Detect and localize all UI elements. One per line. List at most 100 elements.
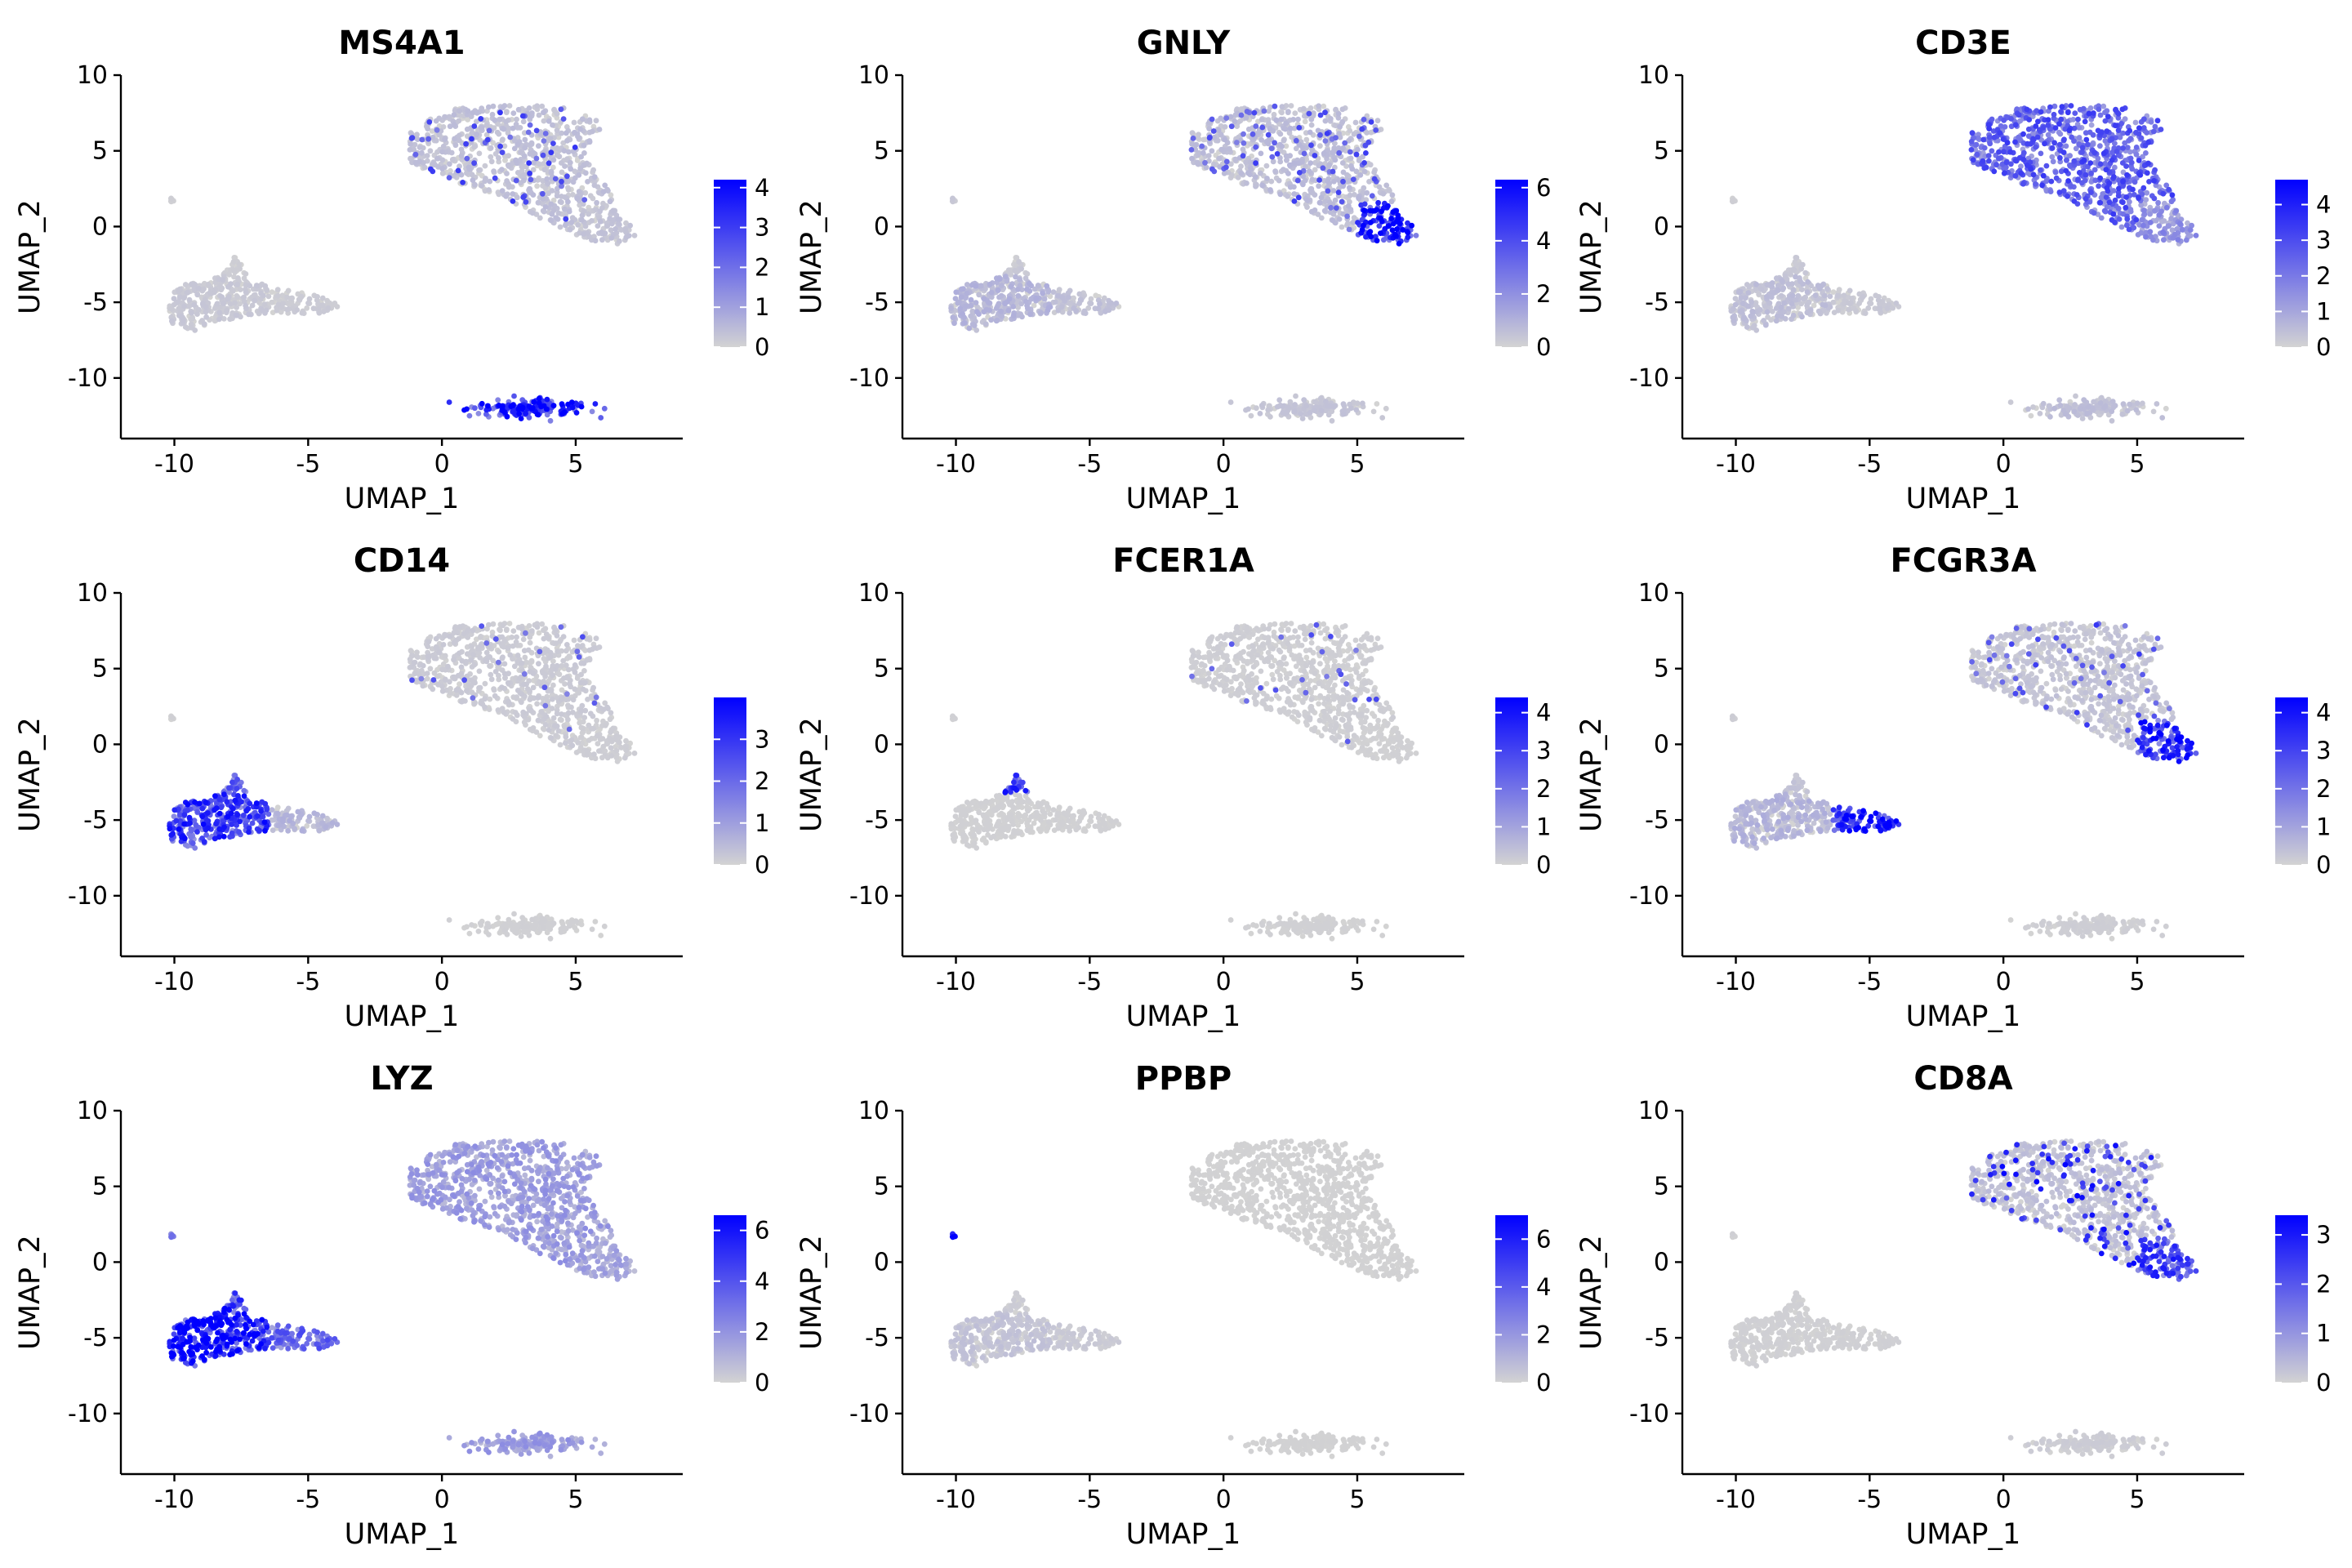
cell-point xyxy=(2088,122,2095,128)
cell-point xyxy=(574,195,581,202)
cell-point xyxy=(469,136,474,142)
cell-point xyxy=(1241,140,1247,146)
cell-point xyxy=(959,286,964,292)
cell-point xyxy=(1199,143,1205,149)
cell-point xyxy=(529,210,536,216)
cell-point xyxy=(1862,310,1869,316)
cell-point xyxy=(2075,116,2081,122)
cell-point xyxy=(2137,172,2144,178)
cell-point xyxy=(2024,106,2030,113)
cell-point xyxy=(538,403,544,410)
cell-point xyxy=(1253,123,1259,129)
x-tick-label: -5 xyxy=(1077,450,1102,479)
cell-point xyxy=(2057,403,2064,408)
cell-point xyxy=(2012,139,2018,145)
cell-point xyxy=(1223,115,1230,122)
cell-point xyxy=(446,917,452,923)
cell-point xyxy=(1015,292,1022,299)
cell-point xyxy=(988,317,994,323)
cell-point xyxy=(195,285,202,292)
cell-point xyxy=(1228,123,1235,130)
cell-point xyxy=(1325,188,1331,194)
cell-point xyxy=(1227,145,1232,152)
x-tick-label: -10 xyxy=(154,450,194,479)
cell-point xyxy=(2170,197,2176,203)
x-axis-label: UMAP_1 xyxy=(345,483,460,515)
cell-point xyxy=(1308,142,1314,149)
cell-point xyxy=(559,178,564,185)
cell-point xyxy=(2124,408,2131,414)
cell-point xyxy=(1753,281,1759,287)
cell-point xyxy=(2116,185,2122,192)
cell-point xyxy=(2007,149,2014,155)
cell-point xyxy=(1822,302,1829,309)
cell-point xyxy=(2155,199,2162,206)
cell-point xyxy=(2133,145,2140,150)
cell-point xyxy=(440,143,447,149)
cell-point xyxy=(488,145,494,151)
cell-point xyxy=(496,403,502,408)
cell-point xyxy=(1329,417,1335,424)
cell-point xyxy=(2144,189,2150,196)
cell-point xyxy=(1308,122,1315,128)
cell-point xyxy=(981,309,987,315)
cell-point xyxy=(569,404,576,411)
cell-point xyxy=(1815,308,1822,314)
cell-point xyxy=(976,292,982,298)
cell-point xyxy=(527,122,533,128)
cell-point xyxy=(1991,168,1998,175)
cell-point xyxy=(1283,120,1289,127)
y-tick-label: 5 xyxy=(92,137,108,166)
y-tick-label: 0 xyxy=(874,212,889,241)
cell-point xyxy=(597,218,604,225)
cell-point xyxy=(1301,397,1307,403)
cell-point xyxy=(520,118,527,125)
cell-point xyxy=(484,136,491,143)
cell-point xyxy=(474,131,479,138)
cell-point xyxy=(1779,278,1785,284)
cell-point xyxy=(191,301,198,308)
cell-point xyxy=(2128,159,2135,166)
cell-point xyxy=(470,177,476,184)
cell-point xyxy=(2033,123,2039,129)
cell-point xyxy=(2007,399,2014,405)
cell-point xyxy=(492,117,498,123)
cell-point xyxy=(592,238,599,244)
cell-point xyxy=(319,295,326,301)
cell-point xyxy=(2133,216,2140,223)
cell-point xyxy=(2139,216,2145,223)
cell-point xyxy=(224,307,230,314)
cell-point xyxy=(1405,229,1411,236)
cell-point xyxy=(1316,177,1322,183)
cell-point xyxy=(2114,149,2120,154)
cell-point xyxy=(511,393,517,399)
cell-point xyxy=(430,160,436,167)
cell-point xyxy=(2028,166,2034,172)
cell-point xyxy=(987,281,993,287)
cell-point xyxy=(427,148,434,154)
cell-point xyxy=(294,307,301,313)
cell-point xyxy=(2183,237,2189,243)
cell-point xyxy=(971,323,978,328)
cell-point xyxy=(1328,204,1334,211)
cell-point xyxy=(469,922,474,928)
cell-point xyxy=(2177,220,2183,227)
cell-point xyxy=(2066,405,2073,412)
cell-point xyxy=(1778,292,1784,299)
cell-point xyxy=(1321,103,1327,109)
cell-point xyxy=(2143,234,2149,240)
x-tick-label: 0 xyxy=(1216,450,1232,479)
cell-point xyxy=(558,106,564,113)
cell-point xyxy=(1200,136,1207,143)
cell-point xyxy=(1370,408,1377,415)
cell-point xyxy=(565,401,571,408)
cell-point xyxy=(262,283,269,289)
cell-point xyxy=(548,149,555,156)
cell-point xyxy=(1279,109,1285,116)
cell-point xyxy=(2060,149,2067,156)
cell-point xyxy=(623,234,630,240)
cell-point xyxy=(425,136,431,142)
cell-point xyxy=(1044,283,1050,289)
cell-point xyxy=(2113,122,2118,129)
